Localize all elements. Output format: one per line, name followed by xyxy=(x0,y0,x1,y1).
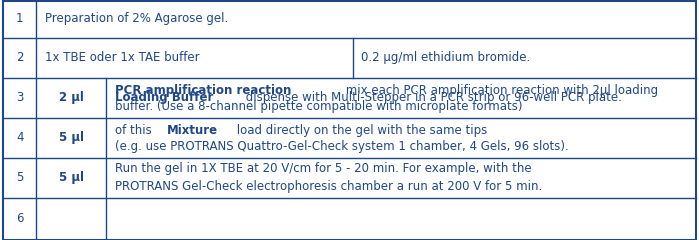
Text: Mixture: Mixture xyxy=(167,124,218,137)
Text: 6: 6 xyxy=(16,212,24,226)
Text: Preparation of 2% Agarose gel.: Preparation of 2% Agarose gel. xyxy=(45,12,228,25)
Text: 2: 2 xyxy=(16,51,24,64)
Text: PROTRANS Gel-Check electrophoresis chamber a run at 200 V for 5 min.: PROTRANS Gel-Check electrophoresis chamb… xyxy=(115,180,542,193)
Text: Run the gel in 1X TBE at 20 V/cm for 5 - 20 min. For example, with the: Run the gel in 1X TBE at 20 V/cm for 5 -… xyxy=(115,162,531,175)
Text: 2 μl: 2 μl xyxy=(59,91,84,104)
Text: of this: of this xyxy=(115,124,155,137)
Text: 0.2 μg/ml ethidium bromide.: 0.2 μg/ml ethidium bromide. xyxy=(361,51,531,64)
Text: 5: 5 xyxy=(16,171,24,184)
Text: 1: 1 xyxy=(16,12,24,25)
Text: 1x TBE oder 1x TAE buffer: 1x TBE oder 1x TAE buffer xyxy=(45,51,199,64)
Text: 4: 4 xyxy=(16,131,24,144)
Text: Loading Buffer: Loading Buffer xyxy=(115,91,213,104)
Text: 5 μl: 5 μl xyxy=(59,171,84,184)
Text: dispense with Multi-Stepper in a PCR strip or 96-well PCR plate.: dispense with Multi-Stepper in a PCR str… xyxy=(242,91,621,104)
Text: buffer. (Use a 8-channel pipette compatible with microplate formats): buffer. (Use a 8-channel pipette compati… xyxy=(115,100,522,113)
Text: PCR amplification reaction: PCR amplification reaction xyxy=(115,84,291,97)
Text: load directly on the gel with the same tips: load directly on the gel with the same t… xyxy=(233,124,487,137)
Text: mix each PCR amplification reaction with 2μl loading: mix each PCR amplification reaction with… xyxy=(343,84,658,97)
Text: 5 μl: 5 μl xyxy=(59,131,84,144)
Text: (e.g. use PROTRANS Quattro-Gel-Check system 1 chamber, 4 Gels, 96 slots).: (e.g. use PROTRANS Quattro-Gel-Check sys… xyxy=(115,140,568,153)
Text: 3: 3 xyxy=(16,91,24,104)
